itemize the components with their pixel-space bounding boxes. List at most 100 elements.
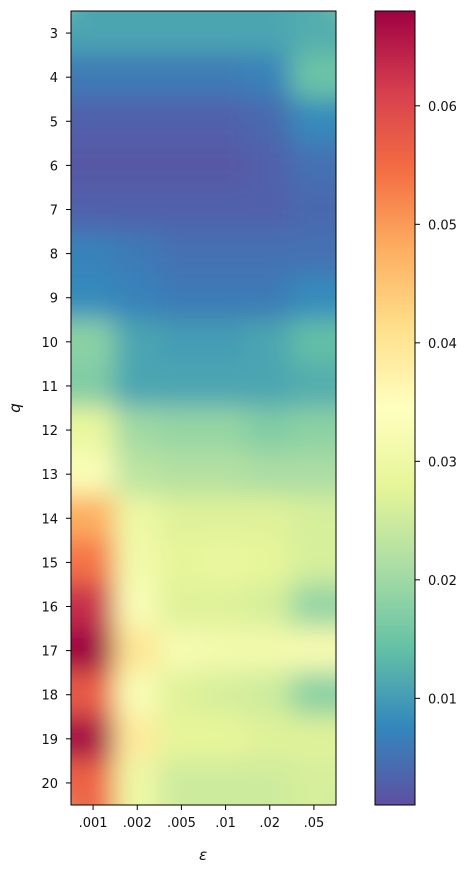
heatmap-cell [114,759,161,805]
heatmap-cell [114,495,161,542]
colorbar-tick-label: 0.03 [428,455,457,470]
y-tick-label: 10 [41,336,58,351]
heatmap-cell [290,318,336,365]
heatmap-cell [158,186,205,233]
heatmap-plot-area [71,0,380,805]
colorbar-gradient [375,11,415,805]
heatmap-cell-pad [336,628,380,674]
heatmap-cell [290,274,336,321]
colorbar-frame [374,10,416,806]
heatmap-cell [246,627,293,674]
heatmap-cell [71,539,117,586]
x-tick-label: .05 [304,816,325,831]
heatmap-cell [71,186,117,233]
y-tick-label: 18 [41,689,58,704]
y-tick-label: 17 [41,645,58,660]
heatmap-cell [114,142,161,189]
heatmap-cell [246,671,293,718]
heatmap-cell [71,362,117,409]
heatmap-cell [158,539,205,586]
y-tick-label: 14 [41,512,58,527]
heatmap-cells [71,0,380,805]
heatmap-cell [290,407,336,454]
heatmap-cell [158,759,205,805]
heatmap-cell [290,583,336,630]
y-tick-label: 8 [50,248,58,263]
heatmap-cell [71,54,117,101]
heatmap-cell [246,539,293,586]
heatmap-cell [202,583,249,630]
heatmap-cell [202,495,249,542]
heatmap-cell [290,495,336,542]
heatmap-cell [114,451,161,498]
y-axis-label: q [6,403,24,413]
colorbar-tick-label: 0.06 [428,100,457,115]
heatmap-cell [158,230,205,277]
heatmap-cell-pad [336,231,380,277]
heatmap-cell [290,11,336,57]
heatmap-cell [246,11,293,57]
y-tick-label: 4 [50,71,58,86]
heatmap-cell [202,671,249,718]
heatmap-cell [246,715,293,762]
heatmap-cell [158,715,205,762]
heatmap-cell [158,54,205,101]
heatmap-cell [202,362,249,409]
heatmap-cell [246,407,293,454]
heatmap-cell [290,627,336,674]
heatmap-cell-pad [336,142,380,188]
heatmap-cell [202,98,249,145]
heatmap-cell [246,583,293,630]
heatmap-cell-pad [336,716,380,762]
heatmap-cell [202,230,249,277]
y-tick-label: 3 [50,27,58,42]
heatmap-cell [114,230,161,277]
heatmap-cell [246,362,293,409]
heatmap-cell [246,54,293,101]
heatmap-cell [202,539,249,586]
heatmap-cell [114,583,161,630]
heatmap-cell [71,230,117,277]
heatmap-cell [114,407,161,454]
heatmap-cell [114,54,161,101]
heatmap-cell [158,11,205,57]
plot-frame [70,10,337,806]
x-tick-label: .005 [167,816,196,831]
heatmap-cell [71,98,117,145]
y-tick-label: 16 [41,601,58,616]
y-tick-label: 15 [41,556,58,571]
colorbar-tick-label: 0.04 [428,337,457,352]
heatmap-cell [71,627,117,674]
heatmap-cell-pad [336,98,380,144]
heatmap-cell [114,671,161,718]
y-tick-label: 13 [41,468,58,483]
heatmap-cell-pad [336,539,380,585]
heatmap-cell-pad [291,0,337,11]
y-tick-label: 12 [41,424,58,439]
heatmap-cell-pad [336,407,380,453]
heatmap-cell [158,627,205,674]
x-axis-label: ε [199,846,207,864]
heatmap-cell [246,274,293,321]
heatmap-cell [158,495,205,542]
heatmap-cell [158,451,205,498]
heatmap-cell [114,274,161,321]
heatmap-cell [71,671,117,718]
heatmap-cell [158,583,205,630]
heatmap-cell [202,407,249,454]
heatmap-cell [290,759,336,805]
heatmap-cell-pad [203,0,249,11]
heatmap-cell [71,274,117,321]
heatmap-cell [202,318,249,365]
heatmap-cell [290,186,336,233]
x-tick-label: .001 [79,816,108,831]
y-tick-label: 11 [41,380,58,395]
heatmap-cell [71,583,117,630]
y-tick-label: 20 [41,777,58,792]
heatmap-cell [71,759,117,805]
heatmap-cell-pad [114,0,160,11]
heatmap-cell [114,318,161,365]
heatmap-cell-pad [336,275,380,321]
heatmap-cell [246,142,293,189]
